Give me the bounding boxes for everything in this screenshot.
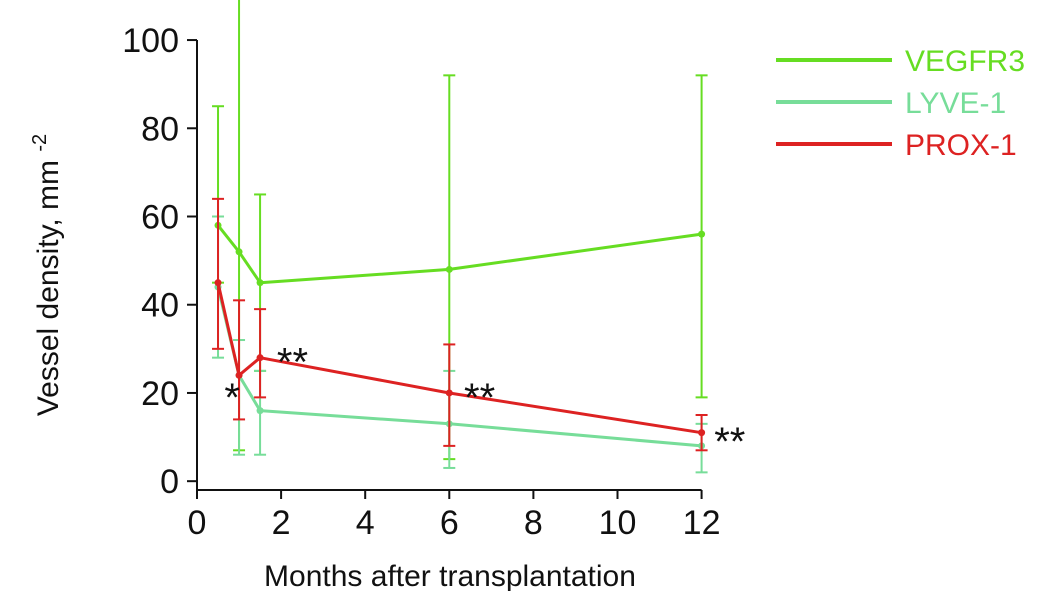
error-bar (254, 308, 267, 399)
x-tick-label: 12 (683, 504, 721, 542)
y-tick-label: 40 (141, 287, 179, 325)
legend-item: LYVE-1 (776, 87, 1006, 120)
y-axis-title-main: Vessel density, mm (32, 160, 65, 416)
annotation-layer: ******* (224, 341, 745, 464)
x-tick-label: 0 (188, 504, 207, 542)
significance-marker: ** (464, 376, 495, 420)
data-point (445, 389, 453, 397)
series-vegfr3 (212, 0, 708, 461)
data-point (256, 407, 264, 415)
series-layer (212, 0, 708, 474)
significance-marker: ** (277, 341, 308, 385)
legend-label: PROX-1 (905, 129, 1017, 162)
significance-marker: ** (714, 420, 745, 464)
data-point (235, 371, 243, 379)
data-point (214, 279, 222, 287)
y-tick-label: 80 (141, 110, 179, 148)
y-tick-label: 0 (160, 463, 179, 501)
x-tick-label: 4 (356, 504, 375, 542)
data-point (698, 230, 706, 238)
data-point (256, 354, 264, 362)
y-tick-label: 100 (122, 22, 179, 60)
legend-label: VEGFR3 (905, 45, 1025, 78)
legend-item: VEGFR3 (776, 45, 1025, 78)
data-point (256, 279, 264, 287)
legend-item: PROX-1 (776, 129, 1017, 162)
x-tick-label: 8 (524, 504, 543, 542)
data-point (445, 265, 453, 273)
data-point (235, 248, 243, 256)
legend-label: LYVE-1 (905, 87, 1006, 120)
data-point (698, 429, 706, 437)
error-bar (233, 299, 246, 421)
series-prox-1 (212, 197, 708, 452)
y-axis-title-exponent: -2 (29, 134, 51, 152)
y-axis-title: Vessel density, mm -2 (29, 134, 65, 416)
x-tick-label: 10 (599, 504, 637, 542)
series-line (216, 224, 702, 285)
x-tick-label: 2 (272, 504, 291, 542)
axes: 0 20 40 60 80 100 0 2 4 6 8 10 12 (122, 22, 720, 542)
x-tick-label: 6 (440, 504, 459, 542)
error-bar (212, 197, 225, 350)
x-axis-title: Months after transplantation (264, 560, 636, 591)
y-tick-label: 60 (141, 199, 179, 237)
significance-marker: * (224, 376, 240, 420)
legend: VEGFR3 LYVE-1 PROX-1 (776, 45, 1025, 162)
y-tick-label: 20 (141, 375, 179, 413)
